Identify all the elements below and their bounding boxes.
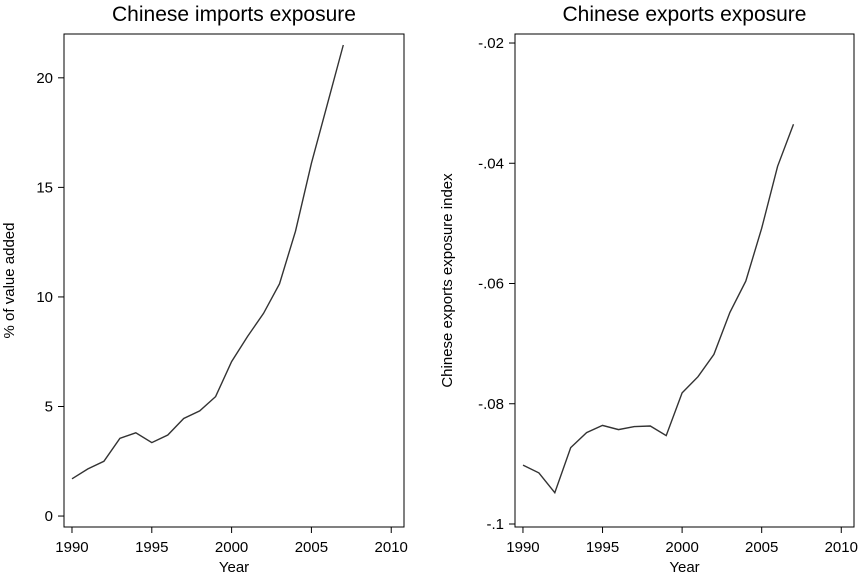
x-tick-label: 1995: [586, 539, 619, 556]
plot-frame: [514, 33, 855, 528]
y-tick-label: 15: [36, 179, 53, 196]
x-tick-label: 2005: [745, 539, 778, 556]
y-tick-label: 10: [36, 289, 53, 306]
y-tick-label: -.04: [478, 155, 504, 172]
x-tick-label: 2010: [825, 539, 858, 556]
x-tick-label: 2010: [375, 539, 408, 556]
series-line: [71, 44, 344, 480]
x-axis-label: Year: [669, 559, 699, 576]
y-tick-label: 5: [45, 398, 53, 415]
y-tick-label: 20: [36, 70, 53, 87]
x-tick-label: 1990: [506, 539, 539, 556]
y-tick-label: 0: [45, 508, 53, 525]
y-axis-label: % of value added: [1, 223, 18, 339]
x-tick-label: 2005: [295, 539, 328, 556]
x-tick-label: 2000: [665, 539, 698, 556]
y-tick-label: -.08: [478, 396, 504, 413]
x-tick-label: 2000: [215, 539, 248, 556]
x-axis-label: Year: [219, 559, 249, 576]
series-line: [522, 123, 795, 495]
chart-title: Chinese imports exposure: [112, 3, 356, 26]
y-tick-label: -.02: [478, 35, 504, 52]
chart-title: Chinese exports exposure: [563, 3, 807, 26]
exports-exposure-panel: Chinese exports exposure 1990 1995 2000 2005…: [439, 3, 858, 576]
y-tick-label: -.06: [478, 276, 504, 293]
plot-frame: [63, 33, 405, 528]
x-tick-label: 1990: [55, 539, 88, 556]
y-tick-label: -.1: [486, 516, 504, 533]
y-axis-label: Chinese exports exposure index: [439, 173, 456, 388]
x-tick-label: 1995: [135, 539, 168, 556]
